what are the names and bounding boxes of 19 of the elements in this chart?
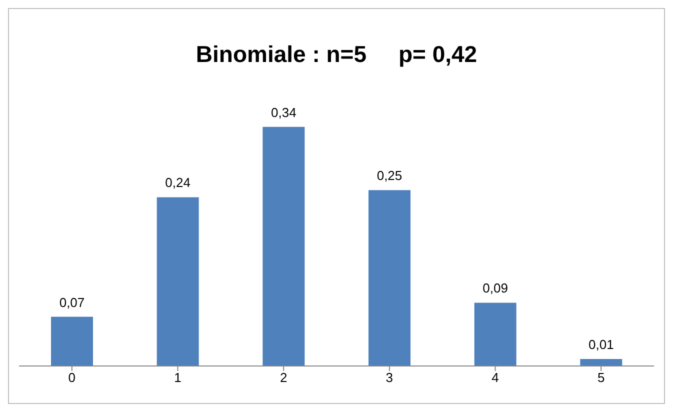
data-label: 0,07 bbox=[59, 294, 85, 310]
bar bbox=[580, 358, 622, 366]
data-label: 0,34 bbox=[271, 104, 296, 120]
x-tick-label: 3 bbox=[386, 370, 394, 386]
data-label: 0,24 bbox=[165, 175, 190, 190]
chart-title: Binomiale : n=5 p= 0,42 bbox=[194, 41, 478, 69]
x-tick-label: 2 bbox=[280, 370, 288, 386]
x-tick-label: 4 bbox=[492, 370, 499, 386]
bar bbox=[51, 316, 93, 366]
data-label: 0,25 bbox=[376, 168, 402, 184]
bar bbox=[156, 197, 199, 366]
bar bbox=[368, 190, 410, 366]
x-tick-label: 5 bbox=[597, 370, 605, 386]
data-label: 0,09 bbox=[482, 280, 508, 296]
data-label: 0,01 bbox=[588, 336, 614, 352]
bar bbox=[474, 302, 516, 366]
x-tick-label: 1 bbox=[174, 370, 182, 386]
x-tick-label: 0 bbox=[68, 370, 76, 386]
bar bbox=[262, 126, 305, 366]
